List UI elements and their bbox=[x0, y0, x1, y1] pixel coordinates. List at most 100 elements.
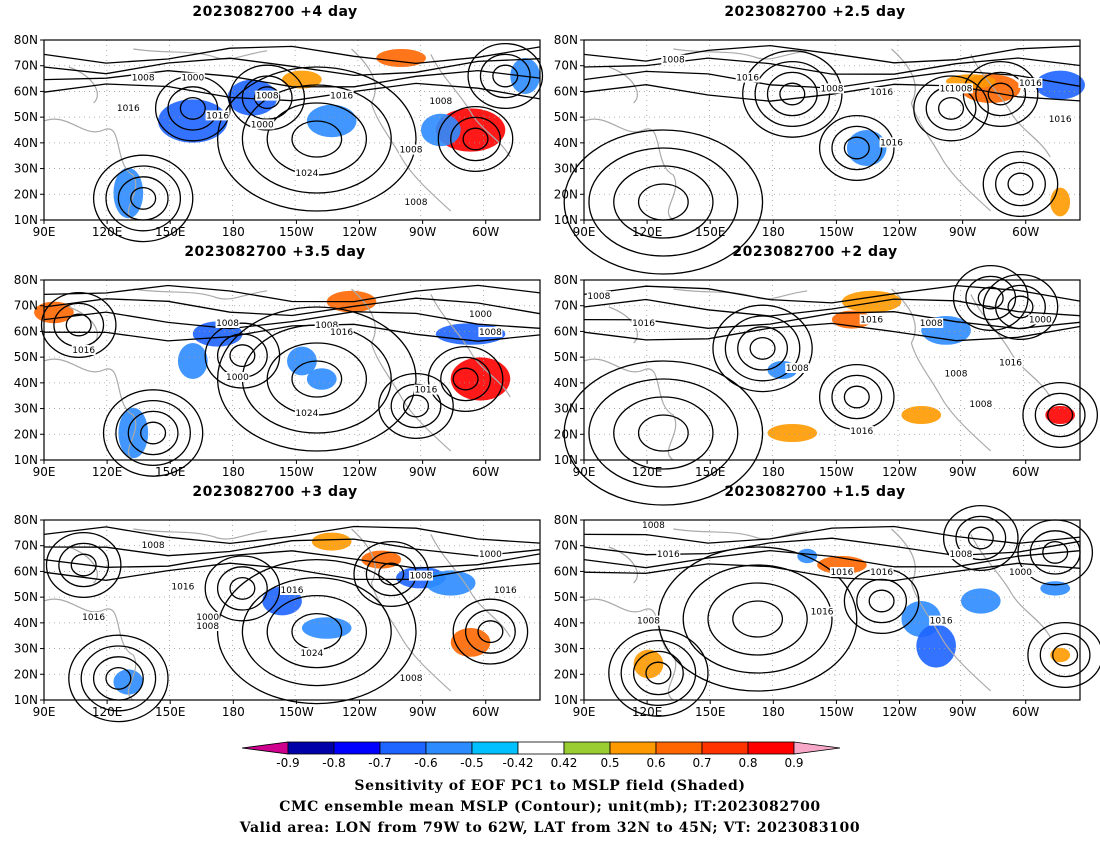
contour-line bbox=[724, 315, 801, 382]
colorbar-segment bbox=[747, 741, 795, 755]
lat-label: 50N bbox=[554, 110, 578, 124]
panel-title: 2023082700 +3.5 day bbox=[184, 244, 366, 260]
contour-line bbox=[982, 273, 1059, 341]
contour-label: 1000 bbox=[469, 310, 492, 320]
colorbar-segment bbox=[287, 741, 335, 755]
shading-area bbox=[1050, 647, 1071, 663]
contour-label: 1016 bbox=[171, 582, 194, 592]
lon-label: 120E bbox=[632, 225, 663, 239]
contour-line bbox=[1007, 172, 1034, 196]
lat-label: 20N bbox=[554, 667, 578, 681]
lat-label: 30N bbox=[554, 402, 578, 416]
contour-line bbox=[995, 161, 1046, 207]
coastline bbox=[583, 118, 677, 221]
contour-label: 1008 bbox=[587, 292, 610, 302]
contour-label-bg bbox=[1048, 114, 1073, 124]
lon-label: 120E bbox=[632, 705, 663, 719]
shading-area bbox=[1035, 70, 1085, 100]
contour-label: 1016 bbox=[999, 359, 1022, 369]
lon-label: 120E bbox=[632, 465, 663, 479]
contour-line bbox=[831, 125, 883, 171]
contour-line bbox=[452, 367, 479, 391]
contour-label: 1008 bbox=[920, 319, 943, 329]
contour-label-bg bbox=[1008, 567, 1033, 577]
contour-label-bg bbox=[1028, 314, 1053, 325]
panel-3: 2023082700 +3.5 day 1008 1016 1008 1016 1000… bbox=[0, 240, 550, 480]
map-plot: 10081016100810161000102410161000100880N7… bbox=[14, 273, 541, 479]
contour-label-bg bbox=[735, 72, 760, 83]
colorbar-segment bbox=[471, 741, 519, 755]
contour-label-bg bbox=[478, 327, 503, 337]
contour-label-bg bbox=[329, 90, 354, 101]
panel-6: 2023082700 +1.5 day 1008 1016 1008 1016 1016… bbox=[540, 480, 1100, 720]
contour-label-bg bbox=[586, 291, 611, 301]
contour-label-bg bbox=[205, 110, 230, 121]
contour-line bbox=[583, 311, 1081, 330]
lat-label: 40N bbox=[14, 616, 38, 630]
shading-area bbox=[158, 99, 228, 143]
lat-label: 50N bbox=[554, 590, 578, 604]
contour-line bbox=[818, 114, 895, 182]
contour-line bbox=[43, 57, 541, 77]
shading-area bbox=[425, 570, 476, 596]
contour-line bbox=[45, 531, 122, 599]
lon-label: 120W bbox=[342, 705, 377, 719]
contour-line bbox=[632, 650, 684, 696]
lon-label: 180 bbox=[762, 465, 785, 479]
lon-label: 90W bbox=[409, 225, 436, 239]
contour-label-bg bbox=[413, 384, 438, 395]
contour-line bbox=[241, 576, 392, 687]
coastline bbox=[583, 358, 677, 461]
lon-label: 90W bbox=[949, 705, 976, 719]
contour-label: 1008 bbox=[642, 521, 665, 531]
contour-line bbox=[216, 566, 268, 611]
contour-label-bg bbox=[215, 318, 240, 328]
contour-label-bg bbox=[968, 399, 993, 409]
lat-label: 40N bbox=[554, 136, 578, 150]
contour-label: 1016 bbox=[657, 550, 680, 560]
contour-line bbox=[390, 383, 442, 429]
contour-line bbox=[70, 553, 97, 577]
contour-label: 1016 bbox=[414, 386, 437, 396]
contour-label: 1008 bbox=[256, 92, 279, 102]
lat-label: 20N bbox=[14, 187, 38, 201]
shading-area bbox=[306, 104, 357, 138]
coastline bbox=[430, 294, 511, 398]
contour-line bbox=[102, 389, 204, 477]
contour-label: 1000 bbox=[251, 120, 274, 130]
lon-label: 150W bbox=[819, 225, 854, 239]
contour-label: 1016 bbox=[870, 568, 893, 578]
contour-line bbox=[291, 360, 343, 398]
colorbar-segment bbox=[655, 741, 703, 755]
lon-label: 90E bbox=[573, 225, 596, 239]
contour-line bbox=[583, 525, 1081, 545]
lat-label: 10N bbox=[14, 693, 38, 707]
colorbar-label: -0.6 bbox=[414, 756, 437, 768]
coastline bbox=[970, 54, 1051, 158]
colorbar-segment bbox=[379, 741, 427, 755]
lat-label: 70N bbox=[14, 59, 38, 73]
shading-area bbox=[113, 669, 144, 695]
contour-line bbox=[229, 576, 256, 600]
lon-label: 90E bbox=[33, 225, 56, 239]
lon-label: 120E bbox=[92, 705, 123, 719]
shading-area bbox=[118, 407, 149, 459]
panel-5: 2023082700 +3 day 1008 1016 1016 1016 1000 10… bbox=[0, 480, 550, 723]
lat-label: 40N bbox=[554, 376, 578, 390]
shading-area bbox=[301, 617, 352, 639]
contour-label-bg bbox=[919, 318, 944, 328]
lat-label: 40N bbox=[14, 376, 38, 390]
contour-label-bg bbox=[294, 168, 319, 178]
contour-line bbox=[962, 60, 1039, 128]
colorbar-label: -0.7 bbox=[368, 756, 391, 768]
contour-line bbox=[378, 372, 454, 440]
contour-label: 1000 bbox=[1029, 315, 1052, 325]
contour-label: 1016 bbox=[870, 88, 893, 98]
contour-line bbox=[1047, 403, 1074, 427]
contour-label: 1016 bbox=[1019, 79, 1042, 89]
contour-label-bg bbox=[631, 318, 656, 328]
contour-line bbox=[467, 42, 544, 110]
footer-line-2: CMC ensemble mean MSLP (Contour); unit(m… bbox=[279, 799, 821, 815]
lat-label: 10N bbox=[554, 453, 578, 467]
